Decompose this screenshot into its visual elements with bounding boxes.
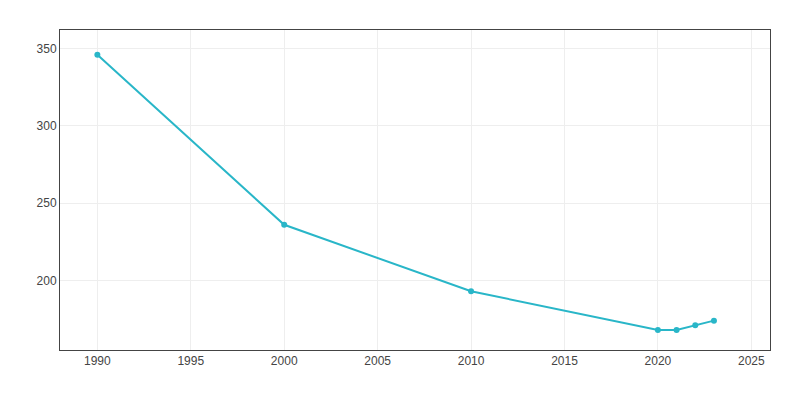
svg-text:1990: 1990 — [84, 354, 111, 368]
svg-text:350: 350 — [37, 42, 57, 56]
svg-text:2005: 2005 — [364, 354, 391, 368]
svg-text:250: 250 — [37, 196, 57, 210]
svg-text:200: 200 — [37, 274, 57, 288]
svg-text:2015: 2015 — [551, 354, 578, 368]
svg-text:300: 300 — [37, 119, 57, 133]
svg-text:2025: 2025 — [738, 354, 765, 368]
svg-text:2000: 2000 — [271, 354, 298, 368]
svg-text:2010: 2010 — [458, 354, 485, 368]
svg-text:2020: 2020 — [645, 354, 672, 368]
svg-text:1995: 1995 — [177, 354, 204, 368]
